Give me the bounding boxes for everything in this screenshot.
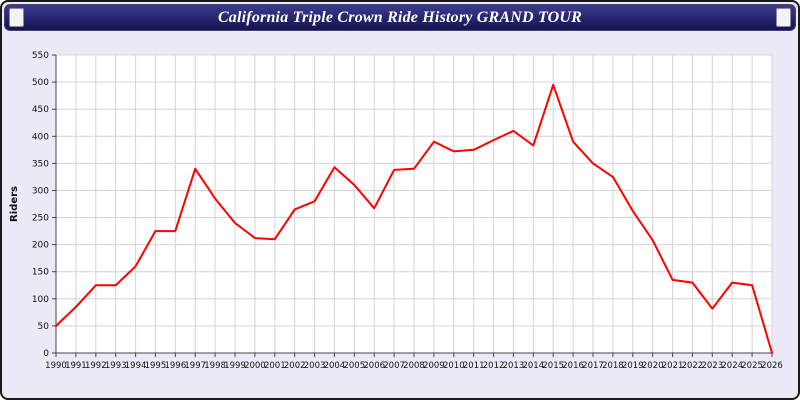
svg-text:2012: 2012: [483, 361, 505, 371]
svg-text:2014: 2014: [522, 361, 544, 371]
title-bar-left-cap: [9, 8, 24, 27]
svg-text:1995: 1995: [145, 361, 167, 371]
svg-text:350: 350: [32, 159, 49, 169]
svg-text:200: 200: [32, 241, 49, 251]
title-bar: California Triple Crown Ride History GRA…: [4, 4, 796, 31]
svg-text:2020: 2020: [642, 361, 664, 371]
svg-text:50: 50: [38, 322, 50, 332]
svg-text:400: 400: [32, 132, 49, 142]
svg-text:1990: 1990: [45, 361, 67, 371]
svg-text:2025: 2025: [741, 361, 763, 371]
svg-text:1993: 1993: [105, 361, 127, 371]
svg-text:550: 550: [32, 51, 49, 61]
svg-text:2013: 2013: [503, 361, 525, 371]
svg-text:450: 450: [32, 105, 49, 115]
svg-text:1998: 1998: [204, 361, 226, 371]
svg-text:2021: 2021: [662, 361, 684, 371]
svg-text:2022: 2022: [682, 361, 704, 371]
svg-text:1997: 1997: [184, 361, 206, 371]
svg-text:2002: 2002: [284, 361, 306, 371]
svg-text:2019: 2019: [622, 361, 644, 371]
svg-text:100: 100: [32, 295, 49, 305]
svg-text:2003: 2003: [304, 361, 326, 371]
svg-text:1994: 1994: [125, 361, 147, 371]
svg-text:2017: 2017: [582, 361, 604, 371]
svg-text:2004: 2004: [324, 361, 346, 371]
svg-text:300: 300: [32, 187, 49, 197]
svg-text:2026: 2026: [761, 361, 783, 371]
svg-text:2018: 2018: [602, 361, 624, 371]
svg-text:1992: 1992: [85, 361, 107, 371]
svg-text:2007: 2007: [383, 361, 405, 371]
svg-text:1991: 1991: [65, 361, 87, 371]
svg-text:250: 250: [32, 214, 49, 224]
title-bar-right-cap: [776, 8, 791, 27]
svg-text:2023: 2023: [701, 361, 723, 371]
svg-text:2001: 2001: [264, 361, 286, 371]
svg-text:1999: 1999: [224, 361, 246, 371]
svg-text:2011: 2011: [463, 361, 485, 371]
svg-text:2016: 2016: [562, 361, 584, 371]
svg-text:2000: 2000: [244, 361, 266, 371]
ride-history-line-chart: 1990199119921993199419951996199719981999…: [9, 51, 783, 371]
svg-text:2008: 2008: [403, 361, 425, 371]
svg-text:2009: 2009: [423, 361, 445, 371]
svg-text:2005: 2005: [343, 361, 365, 371]
svg-text:2015: 2015: [542, 361, 564, 371]
svg-text:2006: 2006: [363, 361, 385, 371]
page-title: California Triple Crown Ride History GRA…: [217, 8, 583, 26]
chart-area: 1990 1991 1992 1993 1994 1995 1996 1997 1998 1999…: [4, 41, 796, 398]
svg-text:2024: 2024: [721, 361, 743, 371]
svg-text:150: 150: [32, 268, 49, 278]
svg-text:1996: 1996: [164, 361, 186, 371]
svg-text:0: 0: [43, 349, 49, 359]
svg-text:500: 500: [32, 78, 49, 88]
svg-text:2010: 2010: [443, 361, 465, 371]
svg-text:Riders: Riders: [9, 186, 20, 222]
